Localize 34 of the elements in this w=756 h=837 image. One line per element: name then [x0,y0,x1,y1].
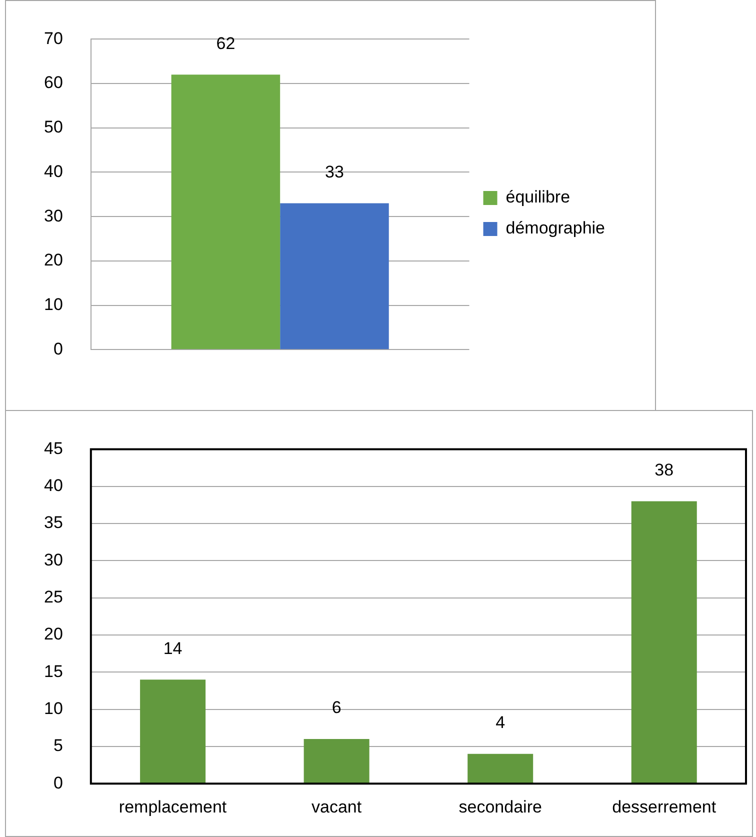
bar [468,754,534,784]
y-tick-label: 30 [44,550,63,570]
data-label: 62 [216,34,236,53]
y-tick-label: 70 [44,28,63,48]
data-label: 6 [332,698,342,718]
data-label: 38 [654,460,674,480]
y-tick-label: 10 [44,294,63,314]
y-tick-label: 0 [53,339,63,358]
y-tick-label: 10 [44,698,63,718]
y-tick-label: 40 [44,162,63,181]
data-label: 14 [163,638,182,658]
x-tick-label: vacant [312,797,362,816]
x-tick-label: remplacement [118,797,227,816]
y-tick-label: 20 [44,624,63,644]
y-tick-label: 5 [53,736,63,756]
y-tick-label: 20 [44,250,63,270]
bar [631,501,697,784]
legend-label: équilibre [506,188,570,207]
y-tick-label: 35 [44,513,63,532]
y-tick-label: 45 [44,438,63,458]
y-tick-label: 40 [44,476,63,496]
y-tick-label: 50 [44,118,63,137]
bar [304,739,370,784]
y-tick-label: 15 [44,662,63,681]
y-tick-label: 25 [44,588,63,607]
legend-label: démographie [506,218,606,238]
bar [140,680,206,784]
x-tick-label: secondaire [458,797,542,816]
x-tick-label: desserrement [612,797,716,816]
y-tick-label: 60 [44,73,63,92]
data-label: 4 [496,713,506,732]
y-tick-label: 30 [44,206,63,226]
y-tick-label: 0 [53,773,63,792]
data-label: 33 [325,162,344,182]
